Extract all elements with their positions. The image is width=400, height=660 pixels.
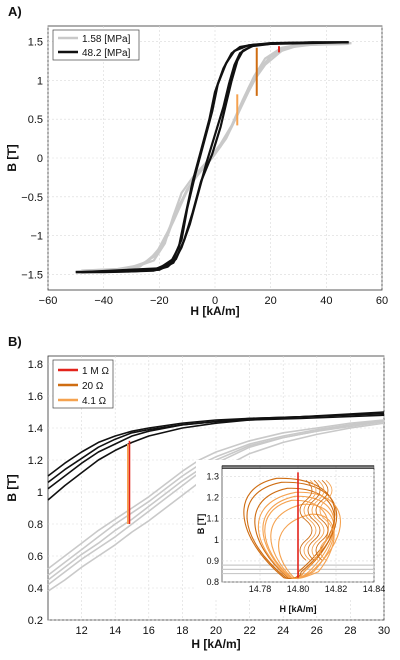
panel-a-xtick-label: −60 <box>39 295 58 307</box>
panel-a-ytick-label: 1.5 <box>28 37 43 49</box>
panel-a-label: A) <box>8 4 22 19</box>
panel-b-xtick-label: 22 <box>243 625 255 637</box>
panel-a-legend-box <box>52 29 140 61</box>
inset-ytick-label: 0.8 <box>206 577 219 587</box>
panel-b-ytick-label: 1.4 <box>28 423 43 435</box>
panel-b-xtick-label: 28 <box>344 625 356 637</box>
panel-b-ytick-label: 1.6 <box>28 391 43 403</box>
panel-b-chart: 12 14 16 18 20 22 24 26 28 30 0.2 0.4 0.6 0.8 1 1.2 1.4 1… <box>5 355 390 651</box>
panel-b-ytick-label: 0.6 <box>28 551 43 563</box>
panel-b-curve-black <box>47 411 385 484</box>
inset-ytick-label: 1 <box>214 535 219 545</box>
panel-a-ytick-label: 1 <box>37 75 43 87</box>
panel-b-xtick-label: 18 <box>176 625 188 637</box>
panel-a-xtick-label: 40 <box>320 295 332 307</box>
panel-a-ytick-label: 0.5 <box>28 114 43 126</box>
panel-a-curve-black <box>81 41 349 274</box>
inset-xtick-label: 14.80 <box>287 584 310 594</box>
inset-spiral <box>299 479 313 561</box>
panel-b-curve-gray <box>47 422 385 592</box>
panel-b-ticks: 12 14 16 18 20 22 24 26 28 30 0.2 0.4 0.6 0.8 1 1.2 1.4 1… <box>28 359 390 637</box>
inset-xlabel: H [kA/m] <box>279 604 316 614</box>
inset-minor-loop <box>257 491 341 579</box>
panel-b-xtick-label: 20 <box>210 625 222 637</box>
panel-a-xtick-label: 60 <box>376 295 388 307</box>
panel-b-ytick-label: 0.4 <box>28 583 43 595</box>
inset-minor-loop <box>278 513 335 579</box>
panel-b-label: B) <box>8 334 22 349</box>
inset-ytick-label: 1.1 <box>206 514 219 524</box>
panel-b-xtick-label: 30 <box>378 625 390 637</box>
panel-b-xlabel: H [kA/m] <box>191 637 240 651</box>
inset-spiral <box>303 479 317 561</box>
panel-b-xtick-label: 12 <box>75 625 87 637</box>
panel-a-markers <box>236 46 281 126</box>
inset-ticks: 14.78 14.80 14.82 14.84 0.8 0.9 1 1.1 1.2 1.3 <box>206 472 385 594</box>
panel-b-ytick-label: 0.2 <box>28 615 43 627</box>
panel-a-xlabel: H [kA/m] <box>190 304 239 318</box>
legend-b-label-3: 4.1 Ω <box>82 396 107 407</box>
legend-a-label-2: 48.2 [MPa] <box>82 48 131 59</box>
panel-b-ytick-label: 1.2 <box>28 455 43 467</box>
inset-minor-loop <box>264 499 329 579</box>
panel-a-ticks: −60 −40 −20 0 20 40 60 −1.5 −1 −0.5 0 0.5 1 1.5 <box>21 37 388 307</box>
inset-xtick-label: 14.84 <box>363 584 386 594</box>
panel-a-xtick-label: −20 <box>150 295 169 307</box>
inset-ytick-label: 0.9 <box>206 556 219 566</box>
inset-minor-loop <box>243 477 336 579</box>
panel-b-legend: 1 M Ω 20 Ω 4.1 Ω <box>52 359 114 409</box>
inset-spiral <box>307 479 321 561</box>
inset-spiral <box>319 479 333 561</box>
panel-b-markers <box>127 440 131 524</box>
panel-a-ytick-label: −0.5 <box>21 192 43 204</box>
panel-b-curve-black <box>47 414 385 501</box>
panel-a-ylabel: B [T] <box>5 144 19 171</box>
legend-b-label-1: 1 M Ω <box>82 366 109 377</box>
inset-spiral <box>311 479 325 561</box>
panel-a-chart: −60 −40 −20 0 20 40 60 −1.5 −1 −0.5 0 0.5 1 1.5 H [kA… <box>5 25 388 318</box>
inset-loops <box>243 472 341 579</box>
inset-spiral <box>315 479 329 561</box>
panel-b-xtick-label: 14 <box>109 625 121 637</box>
panel-a-xtick-label: −40 <box>94 295 113 307</box>
panel-a-series <box>75 41 352 274</box>
panel-b-xtick-label: 16 <box>143 625 155 637</box>
inset-ytick-label: 1.3 <box>206 472 219 482</box>
panel-b-ytick-label: 0.8 <box>28 519 43 531</box>
inset-ytick-label: 1.2 <box>206 493 219 503</box>
panel-a-grid <box>47 26 383 290</box>
panel-b-ytick-label: 1 <box>37 487 43 499</box>
inset-xtick-label: 14.78 <box>249 584 272 594</box>
panel-a-xtick-label: 0 <box>212 295 218 307</box>
panel-b-curve-gray <box>47 419 385 570</box>
legend-a-label-1: 1.58 [MPa] <box>82 34 131 45</box>
panel-b-series <box>47 411 385 592</box>
panel-b-curve-gray <box>47 420 385 581</box>
inset-ylabel: B [T] <box>196 514 206 535</box>
panel-b-ytick-label: 1.8 <box>28 359 43 371</box>
panel-b-xtick-label: 26 <box>311 625 323 637</box>
panel-a-legend: 1.58 [MPa] 48.2 [MPa] <box>52 29 140 61</box>
panel-a-ytick-label: 0 <box>37 153 43 165</box>
legend-b-label-2: 20 Ω <box>82 381 104 392</box>
panel-a-curve-black <box>81 41 349 274</box>
panel-b-xtick-label: 24 <box>277 625 289 637</box>
panel-a-xtick-label: 20 <box>265 295 277 307</box>
panel-b-ylabel: B [T] <box>5 474 19 501</box>
panel-b-curve-gray <box>47 420 385 576</box>
inset-xtick-label: 14.82 <box>325 584 348 594</box>
panel-b-inset: 14.78 14.80 14.82 14.84 0.8 0.9 1 1.1 1.2 1.3 H [… <box>196 460 385 614</box>
panel-a-ytick-label: −1.5 <box>21 269 43 281</box>
panel-a-ytick-label: −1 <box>30 231 43 243</box>
